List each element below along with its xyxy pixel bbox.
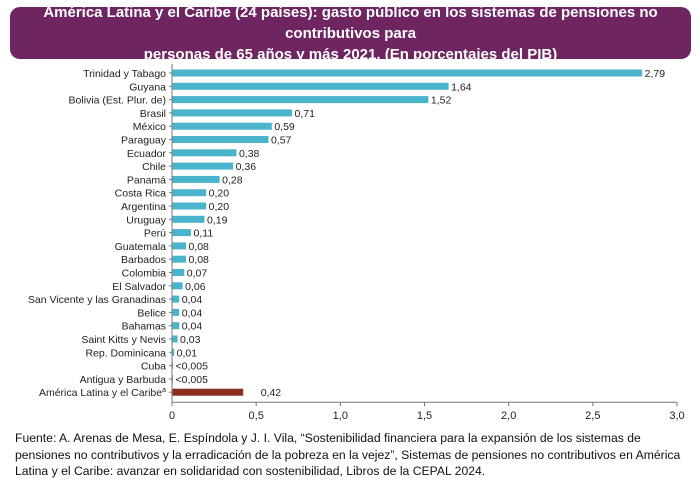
value-label: 0,28 [222, 174, 243, 186]
x-tick-label: 3,0 [669, 410, 684, 422]
value-label: 0,04 [182, 294, 203, 306]
category-label: Antigua y Barbuda [80, 374, 167, 386]
bar [172, 269, 185, 276]
category-label: Saint Kitts y Nevis [81, 334, 166, 346]
value-label: 0,04 [182, 307, 203, 319]
x-tick-label: 1,0 [333, 410, 348, 422]
value-label: 0,38 [239, 148, 260, 160]
category-label: Guatemala [115, 241, 167, 253]
category-label: Belice [137, 307, 166, 319]
category-label: Paraguay [121, 135, 167, 147]
value-label: 0,20 [209, 188, 230, 200]
category-label: Cuba [141, 361, 166, 373]
category-label: Bolivia (Est. Plur. de) [69, 95, 166, 107]
value-label: 0,03 [180, 334, 201, 346]
category-label: México [133, 121, 166, 133]
value-label: 1,64 [451, 81, 472, 93]
bar [172, 255, 186, 263]
bar [172, 362, 174, 370]
chart-title-line2: personas de 65 años y más 2021. (En porc… [143, 45, 558, 63]
category-label: Rep. Dominicana [85, 347, 166, 359]
bar [172, 69, 643, 77]
value-label: 0,59 [274, 121, 295, 133]
x-tick-label: 1,5 [417, 410, 432, 422]
category-label: Argentina [121, 201, 166, 213]
category-label: Uruguay [126, 214, 166, 226]
x-tick-label: 0,5 [249, 410, 264, 422]
value-label: 0,42 [261, 387, 282, 399]
value-label: 0,04 [182, 321, 203, 333]
bar [172, 96, 429, 104]
bar [172, 82, 449, 90]
bar [172, 295, 180, 303]
value-label: 2,79 [645, 68, 666, 80]
bar [172, 348, 175, 356]
value-label: 0,36 [236, 161, 257, 173]
category-label: San Vicente y las Granadinas [28, 294, 166, 306]
bar-aggregate [172, 388, 244, 396]
category-label: Ecuador [127, 148, 167, 160]
category-label: Barbados [121, 254, 166, 266]
bar [172, 322, 180, 330]
value-label: 0,57 [271, 135, 292, 147]
x-tick-label: 0 [169, 410, 175, 422]
category-label: Brasil [140, 108, 166, 120]
bar [172, 335, 178, 343]
category-label: América Latina y el Caribea [39, 387, 166, 399]
value-label: 0,08 [188, 254, 209, 266]
value-label: 0,01 [177, 347, 198, 359]
category-label: Bahamas [122, 321, 166, 333]
value-label: 0,19 [207, 214, 228, 226]
value-label: 0,08 [188, 241, 209, 253]
bar [172, 162, 234, 170]
bar [172, 229, 192, 237]
bar [172, 308, 180, 316]
category-label: El Salvador [112, 281, 166, 293]
value-label: 0,06 [185, 281, 206, 293]
bar [172, 282, 183, 290]
category-label: Colombia [122, 268, 167, 280]
category-label: Panamá [127, 174, 166, 186]
category-label: Trinidad y Tabago [83, 68, 166, 80]
category-label: Perú [144, 228, 166, 240]
source-note: Fuente: A. Arenas de Mesa, E. Espíndola … [15, 431, 681, 478]
bar [172, 109, 293, 117]
bar [172, 122, 272, 130]
bar-chart: 0 0,5 1,0 1,5 2,0 2,5 3,0 Trinidad y Tabago 2,79… [28, 64, 685, 422]
chart-title-line1: América Latina y el Caribe (24 países): … [43, 3, 658, 42]
value-label: <0,005 [176, 374, 209, 386]
x-tick-label: 2,0 [501, 410, 516, 422]
category-superscript: a [162, 387, 166, 394]
bar [172, 215, 205, 223]
bar [172, 202, 207, 210]
bar [172, 375, 174, 383]
value-label: 0,71 [295, 108, 316, 120]
value-label: 0,11 [194, 228, 214, 240]
bar [172, 175, 220, 183]
bar [172, 136, 269, 143]
chart-title-box: América Latina y el Caribe (24 países): … [10, 4, 691, 63]
value-label: 0,20 [209, 201, 230, 213]
category-label: Guyana [129, 81, 166, 93]
bar [172, 149, 237, 157]
value-label: 0,07 [187, 268, 208, 280]
value-label: <0,005 [176, 361, 209, 373]
value-label: 1,52 [431, 95, 452, 107]
x-tick-label: 2,5 [585, 410, 600, 422]
bar [172, 189, 207, 197]
category-label: Chile [142, 161, 166, 173]
category-label: Costa Rica [115, 188, 167, 200]
bar [172, 242, 186, 250]
